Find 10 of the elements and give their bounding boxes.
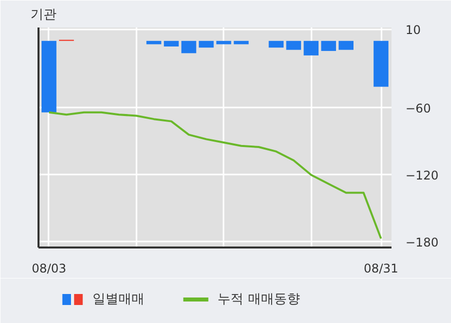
x-tick-label: 08/31 (364, 262, 398, 276)
line-series (48, 111, 382, 240)
legend-label: 일별매매 (92, 292, 145, 307)
y-tick-label: 10 (406, 23, 421, 38)
y-tick-label: −120 (406, 168, 438, 182)
y-tick-label: −180 (406, 235, 438, 250)
chart-title: 기관 (30, 8, 56, 22)
y-tick-label: −60 (406, 101, 431, 116)
x-tick-label: 08/03 (32, 262, 66, 276)
legend-label: 누적 매매동향 (218, 292, 300, 307)
